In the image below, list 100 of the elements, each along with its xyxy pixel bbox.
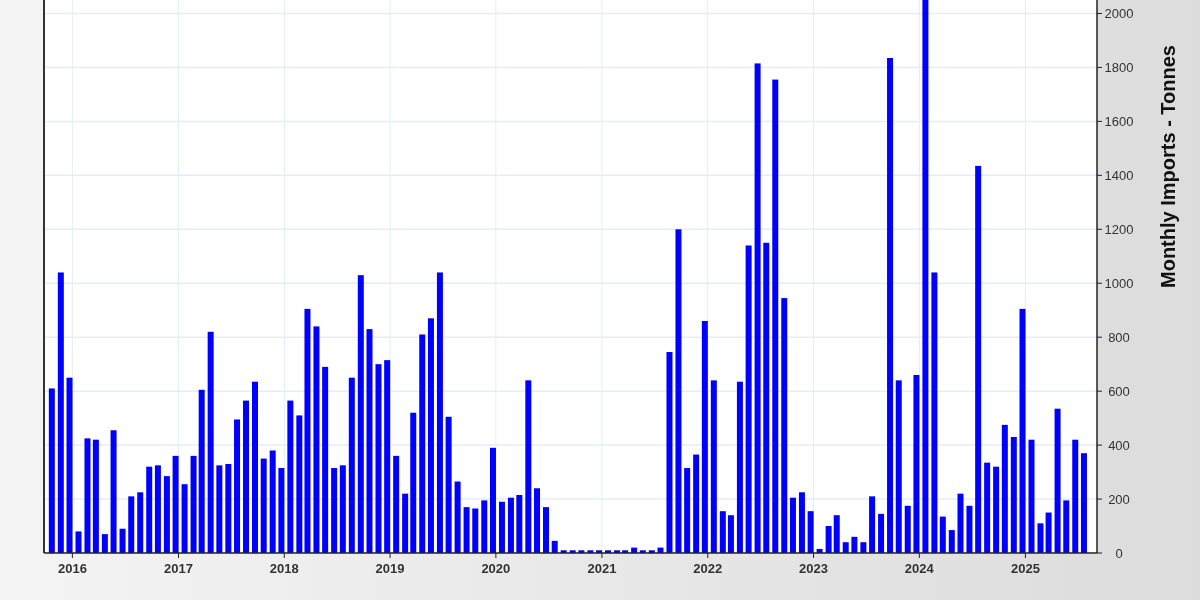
bar	[1054, 408, 1061, 553]
bar	[543, 507, 550, 553]
bar	[269, 450, 276, 553]
bar	[710, 380, 717, 553]
bar	[481, 500, 488, 553]
bar	[825, 526, 832, 553]
bar	[384, 360, 391, 553]
bar	[357, 275, 364, 553]
bar	[84, 438, 91, 553]
bar	[313, 326, 320, 553]
bar	[101, 534, 108, 553]
y-tick-label: 1800	[1104, 60, 1134, 76]
x-tick-label: 2024	[904, 561, 935, 576]
bar	[216, 465, 223, 553]
bar	[190, 455, 197, 553]
bar	[260, 458, 267, 553]
bar	[1045, 512, 1052, 553]
bar	[931, 272, 938, 553]
bar	[304, 308, 311, 553]
bar	[348, 377, 355, 553]
bar	[296, 415, 303, 553]
bar	[163, 476, 170, 553]
bar	[119, 528, 126, 553]
bar	[427, 318, 434, 553]
y-tick-label: 800	[1108, 330, 1130, 346]
bar	[48, 388, 55, 553]
bar	[975, 165, 982, 553]
bar	[322, 366, 329, 553]
bar	[984, 462, 991, 553]
bar	[693, 454, 700, 553]
y-tick-label: 1400	[1104, 168, 1134, 184]
bar	[754, 63, 761, 553]
bar	[128, 496, 135, 553]
bar	[463, 507, 470, 553]
bar	[287, 400, 294, 553]
bar	[701, 321, 708, 553]
bar	[472, 508, 479, 553]
bar	[234, 419, 241, 553]
bar	[436, 272, 443, 553]
bar	[833, 515, 840, 553]
bar	[137, 492, 144, 553]
bar	[198, 389, 205, 553]
bar	[454, 481, 461, 553]
bar	[507, 497, 514, 553]
bar	[393, 455, 400, 553]
bar	[445, 416, 452, 553]
x-tick-label: 2022	[693, 561, 723, 576]
bar	[331, 468, 338, 553]
bar	[92, 439, 99, 553]
bar	[252, 381, 259, 553]
y-tick-label: 2000	[1104, 6, 1134, 22]
y-tick-label: 1600	[1104, 114, 1134, 130]
bar	[366, 329, 373, 553]
bar	[1019, 308, 1026, 553]
bar	[525, 380, 532, 553]
bar	[798, 492, 805, 553]
bar	[948, 530, 955, 553]
bar	[146, 466, 153, 553]
bar	[675, 229, 682, 553]
bar	[1037, 523, 1044, 553]
bar	[922, 0, 929, 553]
bar	[516, 495, 523, 553]
bar	[181, 484, 188, 553]
bar	[684, 468, 691, 553]
bar	[339, 465, 346, 553]
bar	[719, 511, 726, 553]
bar	[75, 531, 82, 553]
bar	[243, 400, 250, 553]
bar	[736, 381, 743, 553]
bar	[904, 505, 911, 553]
y-tick-label: 1000	[1104, 276, 1134, 292]
x-tick-label: 2020	[481, 561, 511, 576]
bar	[534, 488, 541, 553]
bar	[410, 412, 417, 553]
x-tick-label: 2019	[375, 561, 405, 576]
bar	[1010, 437, 1017, 553]
bar	[869, 496, 876, 553]
bar	[551, 540, 558, 553]
y-tick-label: 600	[1108, 384, 1130, 400]
bar	[1080, 453, 1087, 553]
bar	[993, 466, 1000, 553]
y-axis-title: Monthly Imports - Tonnes	[1157, 45, 1179, 288]
bar	[1001, 424, 1008, 553]
bar	[1063, 500, 1070, 553]
bar	[957, 493, 964, 553]
bar	[895, 380, 902, 553]
x-tick-label: 2023	[799, 561, 828, 576]
bar	[745, 245, 752, 553]
bar	[913, 374, 920, 553]
y-tick-label: 200	[1108, 492, 1130, 508]
bar	[375, 364, 382, 553]
bar	[860, 542, 867, 553]
bar	[807, 511, 814, 553]
bar	[878, 513, 885, 553]
bar	[110, 430, 117, 553]
y-tick-label: 0	[1115, 546, 1123, 561]
y-tick-label: 400	[1108, 438, 1130, 454]
bar	[851, 536, 858, 553]
bar	[1028, 439, 1035, 553]
x-tick-label: 2025	[1010, 561, 1040, 576]
